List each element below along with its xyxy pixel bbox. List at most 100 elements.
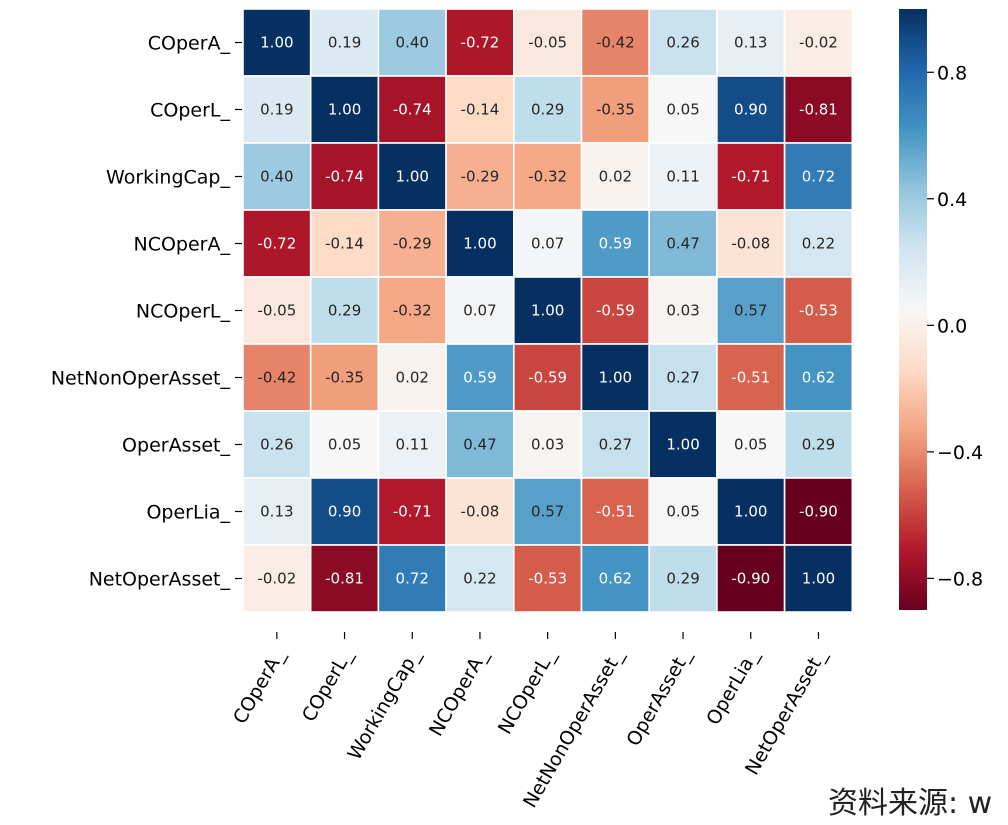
cell-value-label: -0.42 [596, 34, 635, 52]
cell-value-label: 0.29 [666, 570, 699, 588]
heatmap-cell [648, 276, 718, 345]
x-tick-label: COperA_ [229, 645, 289, 728]
heatmap-cell [377, 75, 447, 144]
colorbar-tick-label: −0.8 [937, 568, 983, 590]
cell-value-label: 0.27 [599, 436, 632, 454]
heatmap-cell [783, 209, 854, 278]
heatmap-cell [242, 544, 312, 613]
heatmap-cell [512, 477, 583, 546]
cell-value-label: 0.19 [328, 34, 361, 52]
heatmap-cell [242, 410, 312, 479]
cell-value-label: -0.32 [393, 302, 432, 320]
cell-value-label: 0.02 [599, 168, 632, 186]
cell-value-label: -0.29 [461, 168, 500, 186]
cell-value-label: -0.59 [596, 302, 635, 320]
heatmap-cell [783, 343, 854, 412]
heatmap-cell [377, 477, 447, 546]
cell-value-label: -0.53 [799, 302, 838, 320]
heatmap-cell [783, 477, 854, 546]
source-note: 资料来源: w [828, 786, 992, 821]
colorbar: 0.8 0.4 0.0 −0.4 −0.8 [899, 9, 983, 610]
cell-value-label: -0.14 [461, 101, 500, 119]
cell-value-label: 0.47 [666, 235, 699, 253]
heatmap-cell [242, 343, 312, 412]
cell-value-label: 0.72 [396, 570, 429, 588]
heatmap-cell [445, 209, 515, 278]
cell-value-label: 0.40 [260, 168, 293, 186]
cell-value-label: -0.72 [461, 34, 500, 52]
heatmap-cell [512, 343, 583, 412]
heatmap-cell [580, 477, 650, 546]
y-tick-label: COperL_ [150, 100, 230, 122]
y-tick-label: NCOperL_ [136, 301, 231, 323]
heatmap-cell [580, 276, 650, 345]
x-tick-label: NCOperA_ [425, 645, 493, 740]
cell-value-label: 0.29 [802, 436, 835, 454]
heatmap-cell [580, 8, 650, 77]
heatmap-cell [648, 75, 718, 144]
heatmap-cell [716, 75, 786, 144]
cell-value-label: 0.62 [599, 570, 632, 588]
cell-value-label: 0.11 [396, 436, 429, 454]
heatmap-cell [445, 276, 515, 345]
cell-value-label: 1.00 [463, 235, 496, 253]
cell-value-label: 0.05 [734, 436, 767, 454]
heatmap-cell [445, 477, 515, 546]
heatmap-cell [242, 75, 312, 144]
cell-value-label: -0.90 [731, 570, 770, 588]
cell-value-label: -0.14 [325, 235, 364, 253]
cell-value-label: 0.59 [463, 369, 496, 387]
heatmap-cell [309, 142, 380, 211]
y-tick-label: COperA_ [148, 33, 231, 55]
cell-value-label: 1.00 [734, 503, 767, 521]
cell-value-label: 1.00 [599, 369, 632, 387]
colorbar-gradient [899, 9, 927, 610]
heatmap-cell [512, 75, 583, 144]
cell-value-label: 0.26 [260, 436, 293, 454]
cell-value-label: 0.13 [260, 503, 293, 521]
y-tick-label: WorkingCap_ [106, 167, 230, 189]
heatmap-cell [783, 276, 854, 345]
cell-value-label: -0.32 [528, 168, 567, 186]
cell-value-label: 0.02 [396, 369, 429, 387]
cell-value-label: 0.05 [666, 503, 699, 521]
cell-value-label: -0.05 [528, 34, 567, 52]
cell-value-label: -0.35 [596, 101, 635, 119]
colorbar-tick-label: −0.4 [937, 442, 983, 464]
y-tick-label: OperLia_ [146, 502, 230, 524]
cell-value-label: 0.90 [328, 503, 361, 521]
heatmap-cell [580, 343, 650, 412]
heatmap-cell [445, 343, 515, 412]
cell-value-label: 0.22 [802, 235, 835, 253]
y-tick-label: OperAsset_ [122, 435, 230, 457]
heatmap-cell [242, 142, 312, 211]
cell-value-label: 0.11 [666, 168, 699, 186]
heatmap-cell [648, 544, 718, 613]
heatmap-cell [309, 410, 380, 479]
cell-value-label: -0.42 [257, 369, 296, 387]
heatmap-cell [309, 8, 380, 77]
cell-value-label: 0.47 [463, 436, 496, 454]
x-tick-label: OperLia_ [702, 645, 763, 729]
cell-value-label: -0.81 [325, 570, 364, 588]
cell-value-label: 1.00 [396, 168, 429, 186]
cell-value-label: 0.62 [802, 369, 835, 387]
heatmap-cell [242, 209, 312, 278]
cell-value-label: -0.90 [799, 503, 838, 521]
heatmap-cell [309, 209, 380, 278]
heatmap-cells: 1.00 0.19 0.40 -0.72 -0.05 -0.42 0.26 0.13 -0.02… [242, 8, 854, 613]
cell-value-label: -0.74 [325, 168, 364, 186]
cell-value-label: 0.57 [531, 503, 564, 521]
y-tick-label: NetNonOperAsset_ [51, 368, 231, 390]
y-tick-label: NCOperA_ [134, 234, 231, 256]
cell-value-label: -0.71 [393, 503, 432, 521]
colorbar-tick-label: 0.4 [937, 189, 967, 211]
cell-value-label: 1.00 [260, 34, 293, 52]
x-tick-label: WorkingCap_ [344, 645, 425, 764]
cell-value-label: -0.51 [596, 503, 635, 521]
cell-value-label: -0.35 [325, 369, 364, 387]
x-axis-labels: COperA_ COperL_WorkingCap_ NCOperA_ NCOperL… [229, 632, 831, 812]
heatmap-cell [242, 8, 312, 77]
heatmap-cell [512, 544, 583, 613]
